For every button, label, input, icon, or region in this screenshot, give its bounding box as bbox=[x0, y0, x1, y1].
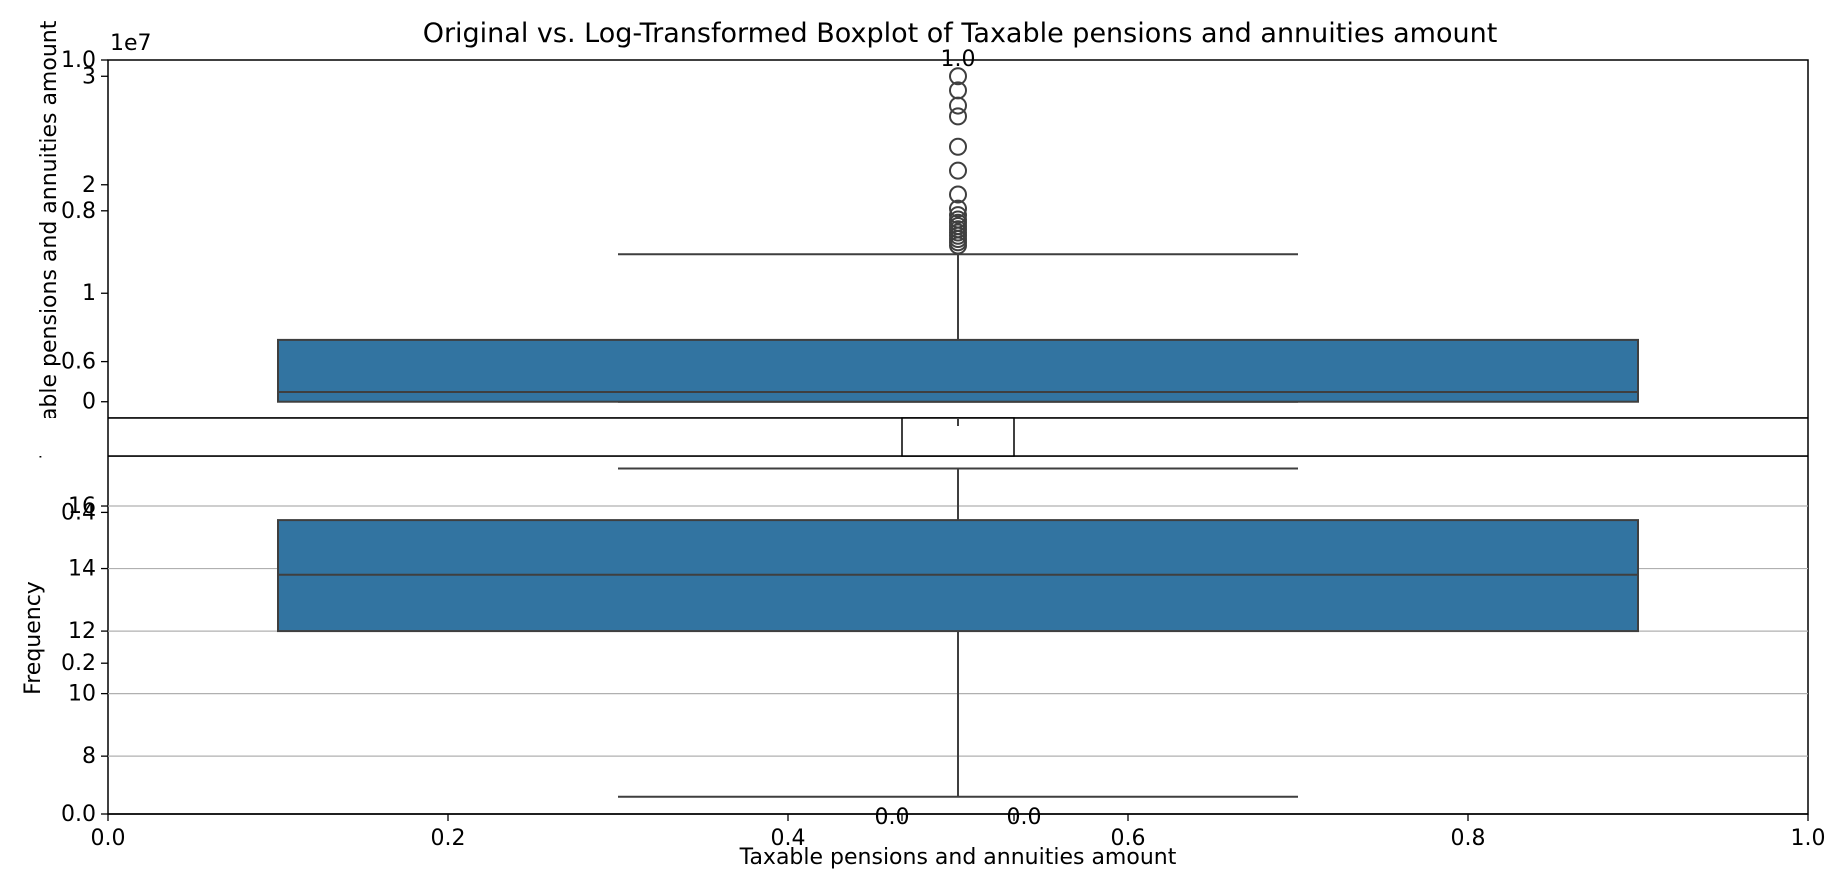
top-outlier-point bbox=[949, 161, 967, 180]
bottom-y-tick-label: 16 bbox=[68, 494, 96, 519]
shared-x-tick-label: 0.8 bbox=[1451, 826, 1486, 851]
top-y-tick-label: 3 bbox=[82, 64, 96, 89]
shared-x-axis-title: Taxable pensions and annuities amount bbox=[739, 845, 1177, 870]
figure-title: Original vs. Log-Transformed Boxplot of … bbox=[423, 18, 1498, 49]
top-y-offset-label: 1e7 bbox=[110, 31, 152, 56]
top-y-tick-label: 0 bbox=[82, 390, 96, 415]
shared-y-tick-label: 0.6 bbox=[61, 350, 96, 375]
shared-axes: 0.0 0.2 0.4 0.6 0.8 1.0 0.0 0.2 0.4 0.6 0.8 1.0 bbox=[61, 48, 1826, 851]
top-outlier-point bbox=[949, 185, 967, 204]
top-outlier-point bbox=[949, 67, 967, 86]
top-outlier-point bbox=[949, 107, 967, 126]
inset-x-tick-label: 0.0 bbox=[875, 805, 910, 830]
bottom-subplot: 8 10 12 14 16 Frequency bbox=[21, 455, 1809, 815]
shared-y-tick-label: 0.4 bbox=[61, 500, 96, 525]
inset-x-tick-label: 0.0 bbox=[1007, 805, 1042, 830]
shared-x-tick-label: 0.0 bbox=[91, 826, 126, 851]
bottom-y-axis: 8 10 12 14 16 bbox=[68, 494, 108, 769]
shared-x-tick-label: 1.0 bbox=[1791, 826, 1826, 851]
shared-y-tick-label: 0.0 bbox=[61, 802, 96, 827]
inset-y-tick-label: 1.0 bbox=[941, 47, 976, 72]
top-subplot: 0 1 2 3 1e7 Taxable pensions and annuities … bbox=[37, 20, 1809, 458]
bottom-y-tick-label: 8 bbox=[82, 744, 96, 769]
shared-y-tick-label: 0.2 bbox=[61, 651, 96, 676]
top-outlier-point bbox=[949, 137, 967, 156]
shared-x-tick-label: 0.4 bbox=[771, 826, 806, 851]
shared-y-tick-label: 0.8 bbox=[61, 199, 96, 224]
shared-x-tick-label: 0.2 bbox=[431, 826, 466, 851]
bottom-y-tick-label: 14 bbox=[68, 557, 96, 582]
bottom-y-tick-label: 10 bbox=[68, 682, 96, 707]
top-outlier-point bbox=[949, 199, 967, 218]
top-outlier-point bbox=[949, 210, 967, 229]
top-boxplot bbox=[277, 67, 1639, 403]
top-outlier-point bbox=[949, 206, 967, 225]
bottom-y-axis-title: Frequency bbox=[21, 581, 46, 695]
top-y-tick-label: 1 bbox=[82, 281, 96, 306]
top-y-axis: 0 1 2 3 bbox=[82, 64, 108, 415]
bottom-boxplot bbox=[277, 467, 1639, 798]
top-y-axis-title: Taxable pensions and annuities amount bbox=[37, 20, 62, 458]
shared-y-tick-label: 1.0 bbox=[61, 48, 96, 73]
top-outlier-point bbox=[949, 81, 967, 100]
bottom-y-tick-label: 12 bbox=[68, 619, 96, 644]
inset-axes: 1.0 0.0 0.0 bbox=[0, 47, 1838, 830]
top-y-tick-label: 2 bbox=[82, 173, 96, 198]
shared-x-tick-label: 0.6 bbox=[1111, 826, 1146, 851]
